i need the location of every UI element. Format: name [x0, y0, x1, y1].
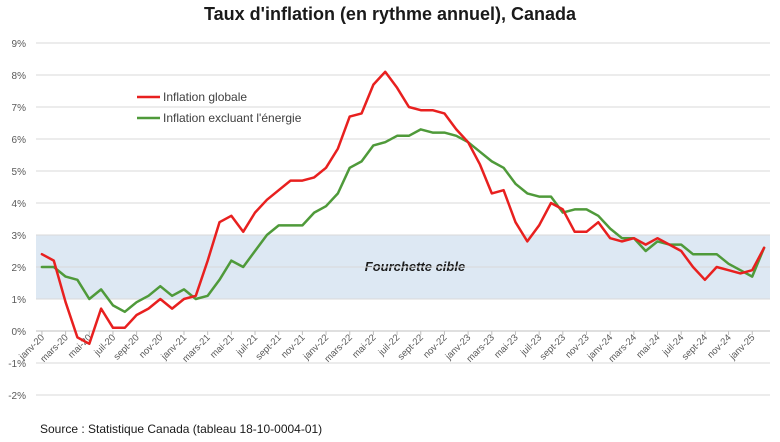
y-tick-label: 4%: [12, 199, 27, 210]
y-tick-label: 6%: [12, 135, 27, 146]
y-tick-label: -1%: [8, 359, 26, 370]
series-line-0: [40, 70, 766, 346]
y-tick-label: 7%: [12, 103, 27, 114]
legend-label-1: Inflation excluant l'énergie: [163, 111, 302, 125]
x-tick-label: sept-21: [254, 332, 284, 362]
y-tick-label: 0%: [12, 327, 27, 338]
x-tick-label: mai-20: [66, 332, 94, 360]
x-tick-label: janv-25: [727, 332, 758, 363]
y-tick-label: 2%: [12, 263, 27, 274]
x-tick-label: sept-22: [396, 332, 426, 362]
series-line-1: [40, 128, 766, 314]
y-tick-label: -2%: [8, 391, 26, 402]
x-tick-label: mai-22: [350, 332, 378, 360]
x-tick-label: sept-24: [680, 332, 710, 362]
x-tick-label: mai-21: [208, 332, 236, 360]
x-tick-label: mai-23: [492, 332, 520, 360]
y-tick-label: 9%: [12, 39, 27, 50]
y-tick-label: 8%: [12, 71, 27, 82]
x-tick-label: sept-23: [538, 332, 568, 362]
chart-title: Taux d'inflation (en rythme annuel), Can…: [204, 4, 576, 24]
chart-source: Source : Statistique Canada (tableau 18-…: [40, 422, 323, 436]
legend-label-0: Inflation globale: [163, 90, 247, 104]
x-tick-label: sept-20: [112, 332, 142, 362]
y-tick-label: 1%: [12, 295, 27, 306]
x-tick-label: mai-24: [634, 332, 662, 360]
y-tick-label: 5%: [12, 167, 27, 178]
y-tick-label: 3%: [12, 231, 27, 242]
